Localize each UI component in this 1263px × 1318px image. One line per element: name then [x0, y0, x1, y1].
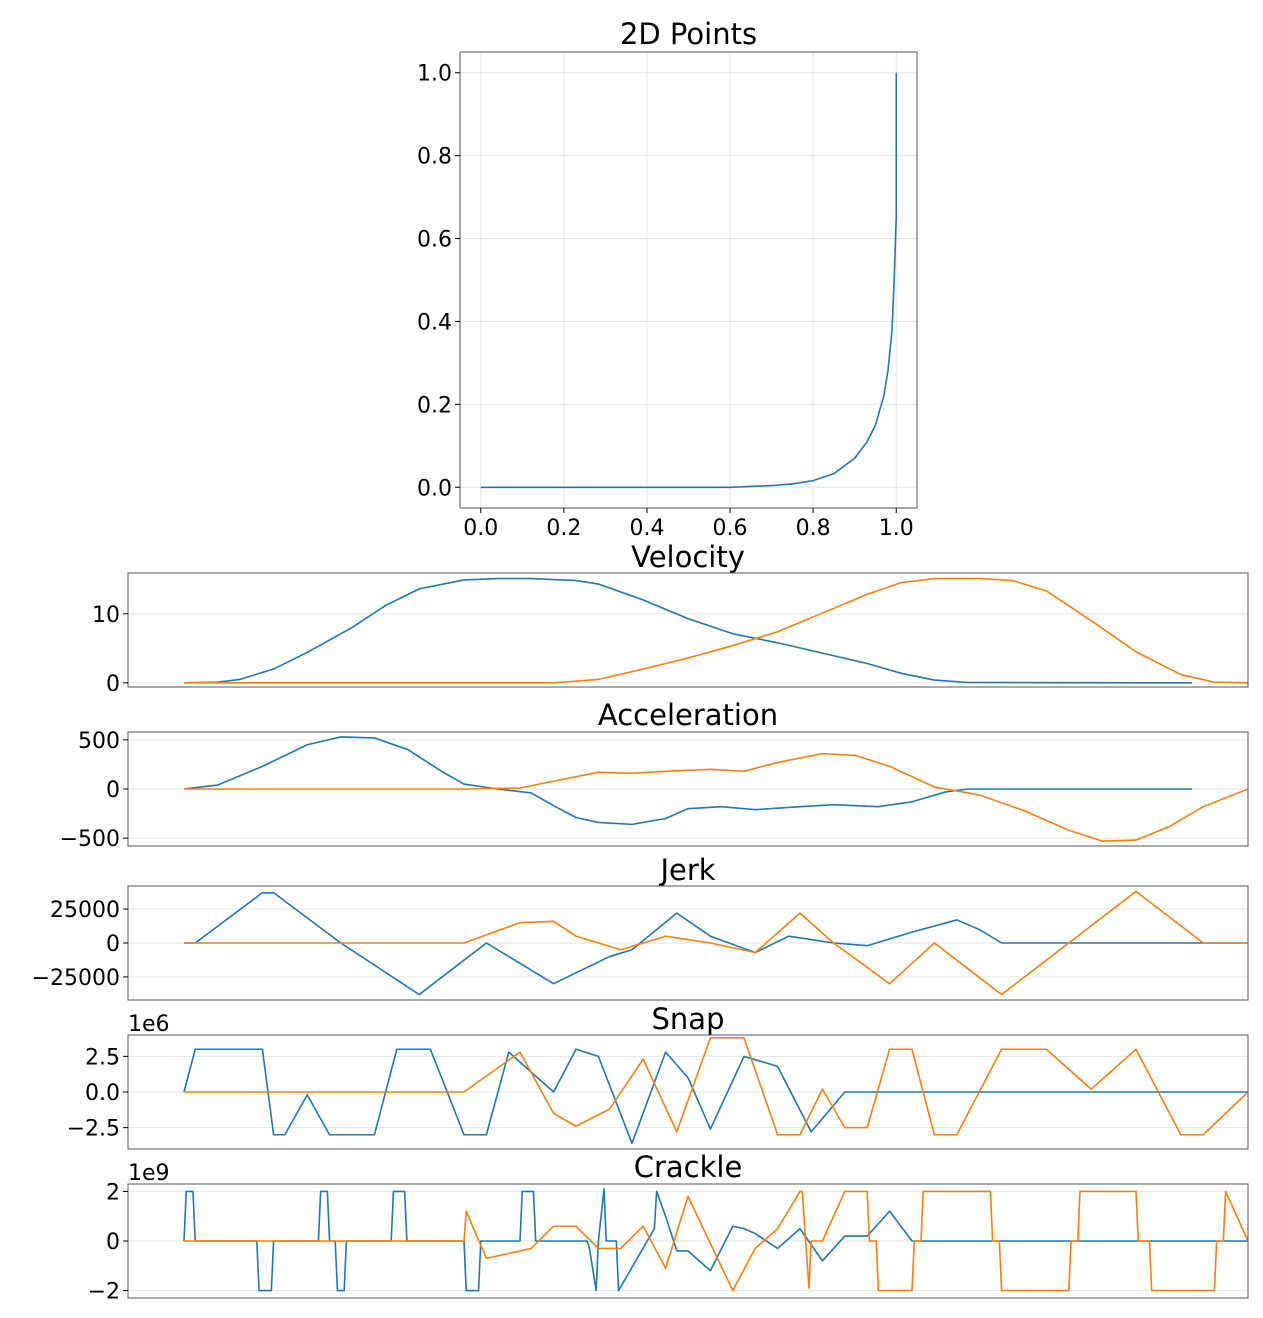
crackle-ytick-label: −2: [88, 1280, 120, 1305]
acceleration-series-blue-line: [183, 736, 1192, 826]
2d-points-xtick-label: 0.4: [629, 516, 664, 541]
velocity-title: Velocity: [631, 540, 745, 574]
2d-points-ytick-label: 1.0: [417, 62, 452, 87]
crackle-title: Crackle: [634, 1150, 743, 1184]
snap-title: Snap: [652, 1002, 725, 1036]
snap-scale-label: 1e6: [128, 1012, 170, 1037]
2d-points-chart: 2D Points 0.0 0.2 0.4 0.6 0.8 1.0 0.0 0.2 0.4 0.6 0…: [417, 17, 918, 541]
snap-series-blue-line: [183, 1048, 1248, 1145]
velocity-ytick-label: 10: [92, 603, 120, 628]
2d-points-xtick-label: 0.2: [546, 516, 581, 541]
acceleration-ytick-label: 500: [78, 729, 120, 754]
crackle-scale-label: 1e9: [128, 1161, 170, 1186]
jerk-ytick-label: −25000: [32, 966, 120, 991]
2d-points-ytick-label: 0.0: [417, 476, 452, 501]
jerk-ytick-label: 25000: [50, 898, 120, 923]
2d-points-ytick-label: 0.2: [417, 393, 452, 418]
2d-points-title: 2D Points: [620, 17, 757, 51]
jerk-title: Jerk: [658, 853, 715, 887]
jerk-chart: Jerk −25000 0 25000: [32, 853, 1249, 1001]
crackle-ytick-label: 2: [106, 1180, 120, 1205]
snap-chart: Snap −2.5 0.0 2.5 1e6: [67, 1002, 1249, 1150]
acceleration-series-orange-line: [184, 752, 1249, 842]
2d-points-xtick-label: 1.0: [879, 516, 914, 541]
jerk-series-orange-line: [184, 890, 1248, 996]
2d-points-axes-frame: [459, 51, 918, 509]
crackle-chart: Crackle −2 0 2 1e9: [88, 1150, 1249, 1305]
velocity-chart: Velocity 0 10: [92, 540, 1249, 697]
2d-points-ytick-label: 0.4: [417, 310, 452, 335]
snap-ytick-label: 2.5: [85, 1045, 120, 1070]
crackle-series-orange-line: [184, 1190, 1249, 1292]
2d-points-xtick-label: 0.8: [796, 516, 831, 541]
snap-series-orange-line: [184, 1037, 1249, 1136]
snap-ytick-label: −2.5: [67, 1117, 120, 1142]
acceleration-chart: Acceleration −500 0 500: [60, 698, 1249, 852]
velocity-series-blue-line: [183, 577, 1193, 684]
snap-ytick-label: 0.0: [85, 1081, 120, 1106]
2d-points-xtick-label: 0.0: [463, 516, 498, 541]
velocity-ytick-label: 0: [106, 672, 120, 697]
crackle-series-blue-line: [183, 1188, 1248, 1292]
acceleration-title: Acceleration: [598, 698, 778, 732]
2d-points-xtick-label: 0.6: [713, 516, 748, 541]
acceleration-ytick-label: 0: [106, 778, 120, 803]
crackle-ytick-label: 0: [106, 1230, 120, 1255]
velocity-series-orange-line: [184, 577, 1249, 684]
2d-points-ytick-label: 0.6: [417, 228, 452, 253]
jerk-series-blue-line: [184, 891, 1248, 996]
jerk-ytick-label: 0: [106, 932, 120, 957]
acceleration-ytick-label: −500: [60, 827, 120, 852]
2d-points-ytick-label: 0.8: [417, 145, 452, 170]
2d-points-series-blue-line: [480, 72, 898, 489]
velocity-axes-frame: [127, 572, 1249, 688]
